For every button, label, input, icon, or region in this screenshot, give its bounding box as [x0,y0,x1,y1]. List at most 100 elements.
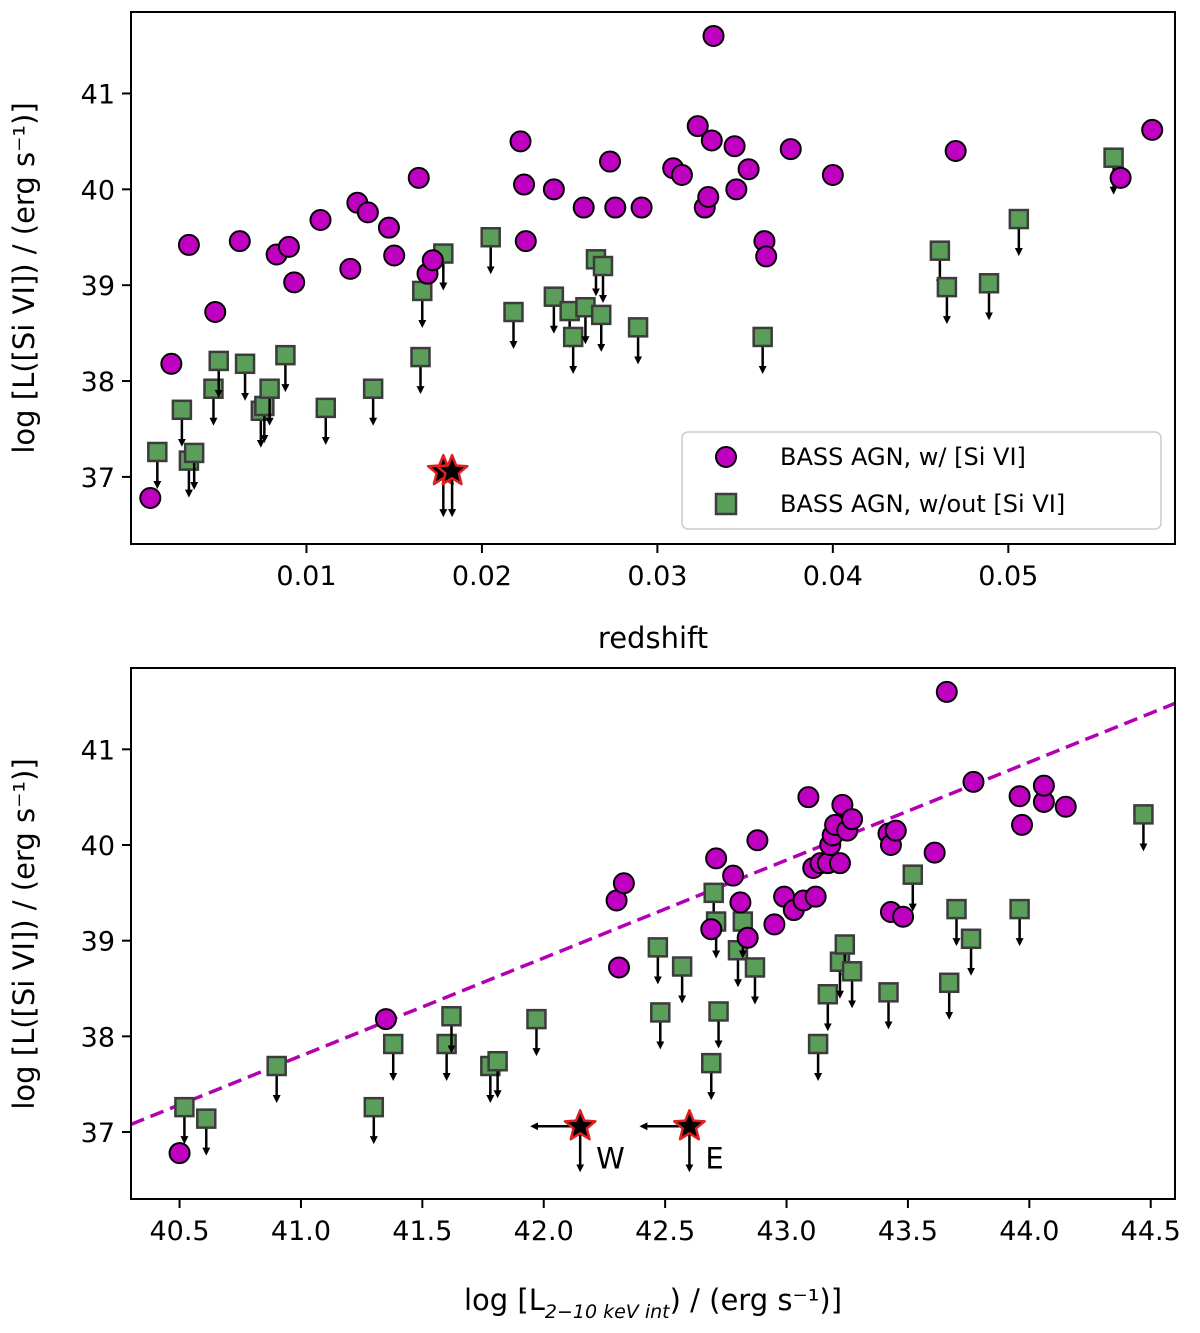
detected-point [962,770,985,793]
target-star [672,1109,706,1141]
detected-point [702,24,725,47]
detected-point [374,1008,397,1031]
upper-limit-point [978,273,1000,294]
detected-point [763,913,786,936]
upper-limit-point [817,984,839,1005]
upper-limit-point [208,350,229,372]
upper-limit-point [807,1033,829,1055]
detected-point [608,956,631,979]
upper-limit-point [183,442,205,464]
upper-limit-point [275,344,296,366]
upper-limit-point [701,1052,722,1074]
upper-limit-point [362,378,384,399]
upper-limit-point [171,399,193,421]
top-x-tick-label: 0.01 [276,561,336,592]
detected-point [612,872,635,895]
bottom-y-tick-label: 40 [81,831,115,862]
upper-limit-point [174,1096,195,1118]
bottom-y-tick-label: 37 [81,1118,115,1149]
upper-limit-point [543,286,565,307]
upper-limit-point [441,1006,462,1027]
bottom-y-axis-label: log [L([Si VI]) / (erg s⁻¹)] [7,758,41,1109]
detected-point [892,905,915,928]
top-axes: 0.01 0.02 0.03 0.04 0.05 37 38 39 40 41 [81,79,1039,592]
bottom-y-tick-label: 38 [81,1022,115,1053]
upper-limit-point [436,1033,457,1055]
detected-point [542,178,565,201]
bottom-plot-frame [130,667,1176,1200]
detected-point [283,271,306,294]
upper-limit-point [592,255,614,277]
bottom-x-tick-label: 42.5 [635,1216,695,1247]
upper-limit-point [487,1050,508,1072]
top-y-tick-label: 37 [81,463,115,494]
upper-limit-point [744,957,766,978]
detected-point [339,257,362,280]
bottom-y-tick-label: 39 [81,927,115,958]
upper-limit-point [841,961,863,982]
bottom-x-label-tail: ) / (erg s⁻¹)] [670,1283,842,1317]
detected-point [804,885,827,908]
detected-point [513,173,536,196]
detected-point [828,852,851,875]
detected-point [604,196,627,219]
top-x-axis-label: redshift [598,621,708,655]
upper-limit-point [752,326,773,348]
bottom-axes: 40.5 41.0 41.5 42.0 42.5 43.0 43.5 44.0 44.5 37 38… [81,735,1181,1247]
bottom-y-tick-label: 41 [81,735,115,766]
top-plot-frame [130,11,1176,545]
annotation-w: W [596,1141,625,1175]
upper-limit-point [708,1001,729,1022]
upper-limit-point [410,346,431,368]
detected-point [1109,166,1132,189]
detected-point [1054,795,1077,818]
top-y-axis-label: log [L([Si VI]) / (erg s⁻¹)] [7,102,41,453]
top-y-tick-label: 40 [81,175,115,206]
bottom-x-tick-label: 41.0 [271,1216,331,1247]
upper-limit-point [562,326,584,348]
upper-limit-point [526,1008,547,1030]
bottom-scatter-panel: 40.5 41.0 41.5 42.0 42.5 43.0 43.5 44.0 44.5 37 38… [7,667,1181,1323]
detected-point [377,216,400,239]
detected-point [944,139,967,162]
upper-limit-point [266,1055,287,1077]
upper-limit-point [878,982,899,1003]
target-star [563,1109,597,1141]
detected-point [779,138,802,161]
detected-point [700,129,723,152]
detected-point [797,786,820,809]
bottom-x-tick-label: 44.0 [999,1216,1059,1247]
upper-limit-point [196,1108,217,1129]
bottom-x-tick-label: 41.5 [392,1216,452,1247]
detected-point [599,150,622,173]
upper-limit-point [1133,804,1154,825]
detected-point [705,847,728,870]
top-plot-marks [139,24,1164,518]
detected-point [737,158,760,181]
detected-point [736,926,759,949]
detected-point [1008,785,1031,808]
top-x-tick-label: 0.05 [978,561,1038,592]
bottom-x-axis-label: log [L2−10 keV int) / (erg s⁻¹)] [464,1283,842,1323]
detected-point [630,196,653,219]
legend-square-marker [714,492,738,516]
detected-point [383,244,406,267]
detected-point [168,1142,191,1165]
detected-point [572,196,595,219]
upper-limit-point [259,378,280,399]
upper-limit-point [503,301,524,323]
bottom-x-tick-label: 44.5 [1121,1216,1181,1247]
annotation-e: E [705,1141,723,1175]
upper-limit-point [363,1096,385,1118]
upper-limit-point [382,1033,404,1055]
upper-limit-point [590,304,612,326]
detected-point [356,201,379,224]
bottom-plot-marks [131,680,1175,1173]
upper-limit-point [147,441,168,463]
detected-point [670,163,693,186]
detected-point [509,130,532,153]
bottom-x-tick-label: 40.5 [149,1216,209,1247]
detected-point [407,166,430,189]
detected-point [139,486,162,509]
